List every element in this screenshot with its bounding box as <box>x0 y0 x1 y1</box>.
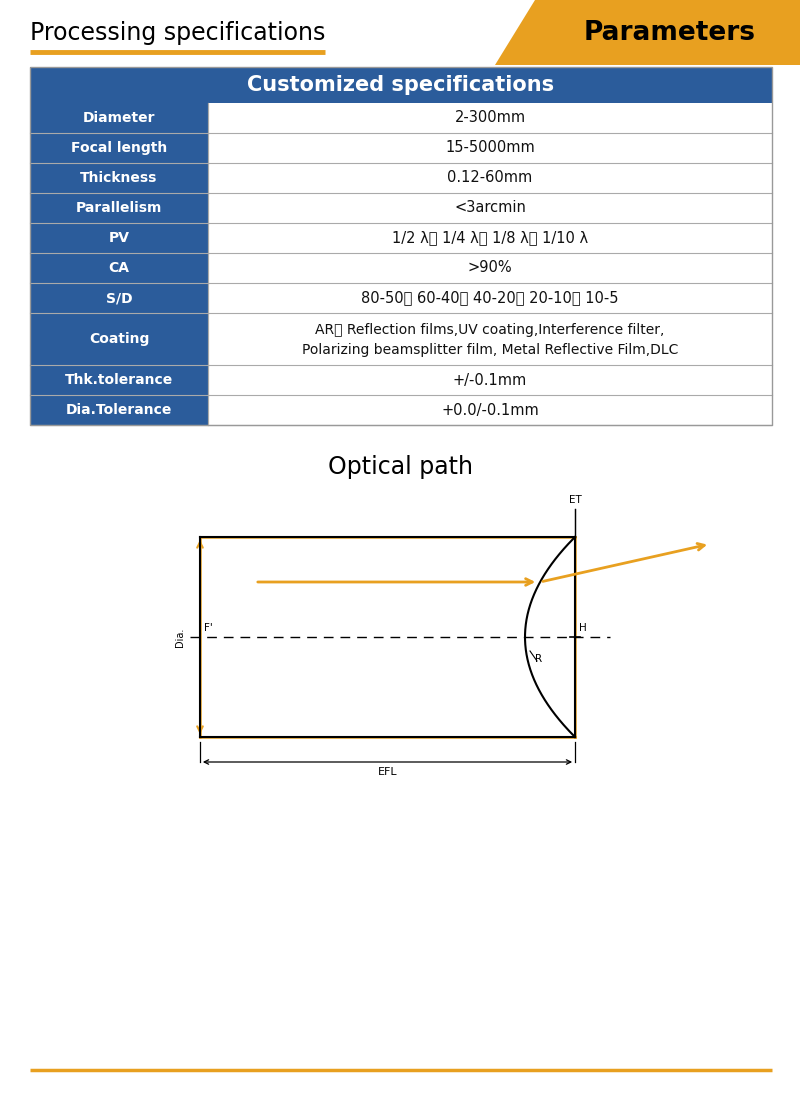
Text: Thk.tolerance: Thk.tolerance <box>65 373 173 387</box>
Text: <3arcmin: <3arcmin <box>454 200 526 216</box>
Text: Customized specifications: Customized specifications <box>247 75 554 95</box>
Text: Parallelism: Parallelism <box>76 201 162 214</box>
Text: R: R <box>535 654 542 664</box>
Text: S/D: S/D <box>106 292 132 305</box>
Text: 1/2 λ、 1/4 λ、 1/8 λ、 1/10 λ: 1/2 λ、 1/4 λ、 1/8 λ、 1/10 λ <box>392 231 588 245</box>
Text: 15-5000mm: 15-5000mm <box>445 141 535 155</box>
Text: Coating: Coating <box>89 332 149 346</box>
Text: >90%: >90% <box>468 261 512 275</box>
Bar <box>208 314 772 365</box>
Text: Optical path: Optical path <box>327 455 473 478</box>
Text: 2-300mm: 2-300mm <box>454 110 526 125</box>
Bar <box>208 103 772 133</box>
Bar <box>30 192 208 223</box>
Text: Dia.: Dia. <box>175 627 185 647</box>
Text: PV: PV <box>109 231 130 245</box>
Bar <box>208 223 772 253</box>
Bar <box>30 314 208 365</box>
Text: Parameters: Parameters <box>584 20 756 46</box>
Bar <box>208 283 772 313</box>
Bar <box>30 223 208 253</box>
Bar <box>30 67 772 103</box>
Text: Focal length: Focal length <box>71 141 167 155</box>
Text: AR、 Reflection films,UV coating,Interference filter,: AR、 Reflection films,UV coating,Interfer… <box>315 323 665 338</box>
Bar <box>30 253 208 283</box>
Text: Processing specifications: Processing specifications <box>30 21 326 45</box>
Bar <box>30 163 208 192</box>
Bar <box>30 395 208 425</box>
Text: 80-50、 60-40、 40-20、 20-10、 10-5: 80-50、 60-40、 40-20、 20-10、 10-5 <box>362 290 618 306</box>
Text: Thickness: Thickness <box>80 170 158 185</box>
Bar <box>208 365 772 395</box>
Text: CA: CA <box>109 261 130 275</box>
Text: +/-0.1mm: +/-0.1mm <box>453 373 527 387</box>
Text: Dia.Tolerance: Dia.Tolerance <box>66 403 172 417</box>
Text: EFL: EFL <box>378 767 398 777</box>
Bar <box>30 133 208 163</box>
Polygon shape <box>495 0 800 65</box>
Bar <box>208 395 772 425</box>
Text: ET: ET <box>569 495 582 505</box>
Bar <box>30 365 208 395</box>
Text: H: H <box>579 623 586 632</box>
Bar <box>208 192 772 223</box>
Bar <box>208 133 772 163</box>
Bar <box>30 103 208 133</box>
Text: +0.0/-0.1mm: +0.0/-0.1mm <box>441 403 539 418</box>
Text: 0.12-60mm: 0.12-60mm <box>447 170 533 186</box>
Bar <box>30 67 772 425</box>
Bar <box>30 283 208 313</box>
Bar <box>208 253 772 283</box>
Text: Polarizing beamsplitter film, Metal Reflective Film,DLC: Polarizing beamsplitter film, Metal Refl… <box>302 343 678 358</box>
Text: F': F' <box>204 623 213 632</box>
Bar <box>208 163 772 192</box>
Text: Diameter: Diameter <box>82 111 155 125</box>
